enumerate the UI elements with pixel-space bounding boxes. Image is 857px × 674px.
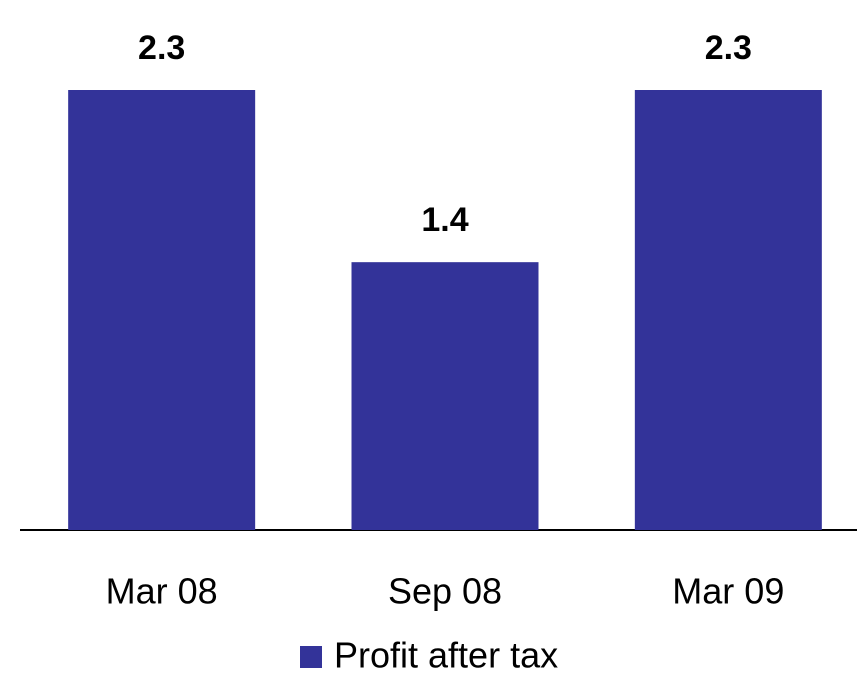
value-label: 1.4 <box>421 201 468 239</box>
value-label: 2.3 <box>705 29 752 67</box>
value-label: 2.3 <box>138 29 185 67</box>
x-tick-label: Sep 08 <box>388 571 502 612</box>
bar <box>68 90 256 530</box>
bar <box>351 262 539 530</box>
legend-swatch <box>300 646 322 668</box>
x-tick-label: Mar 09 <box>672 571 784 612</box>
bar <box>634 90 822 530</box>
legend-label: Profit after tax <box>334 635 558 674</box>
x-tick-label: Mar 08 <box>106 571 218 612</box>
